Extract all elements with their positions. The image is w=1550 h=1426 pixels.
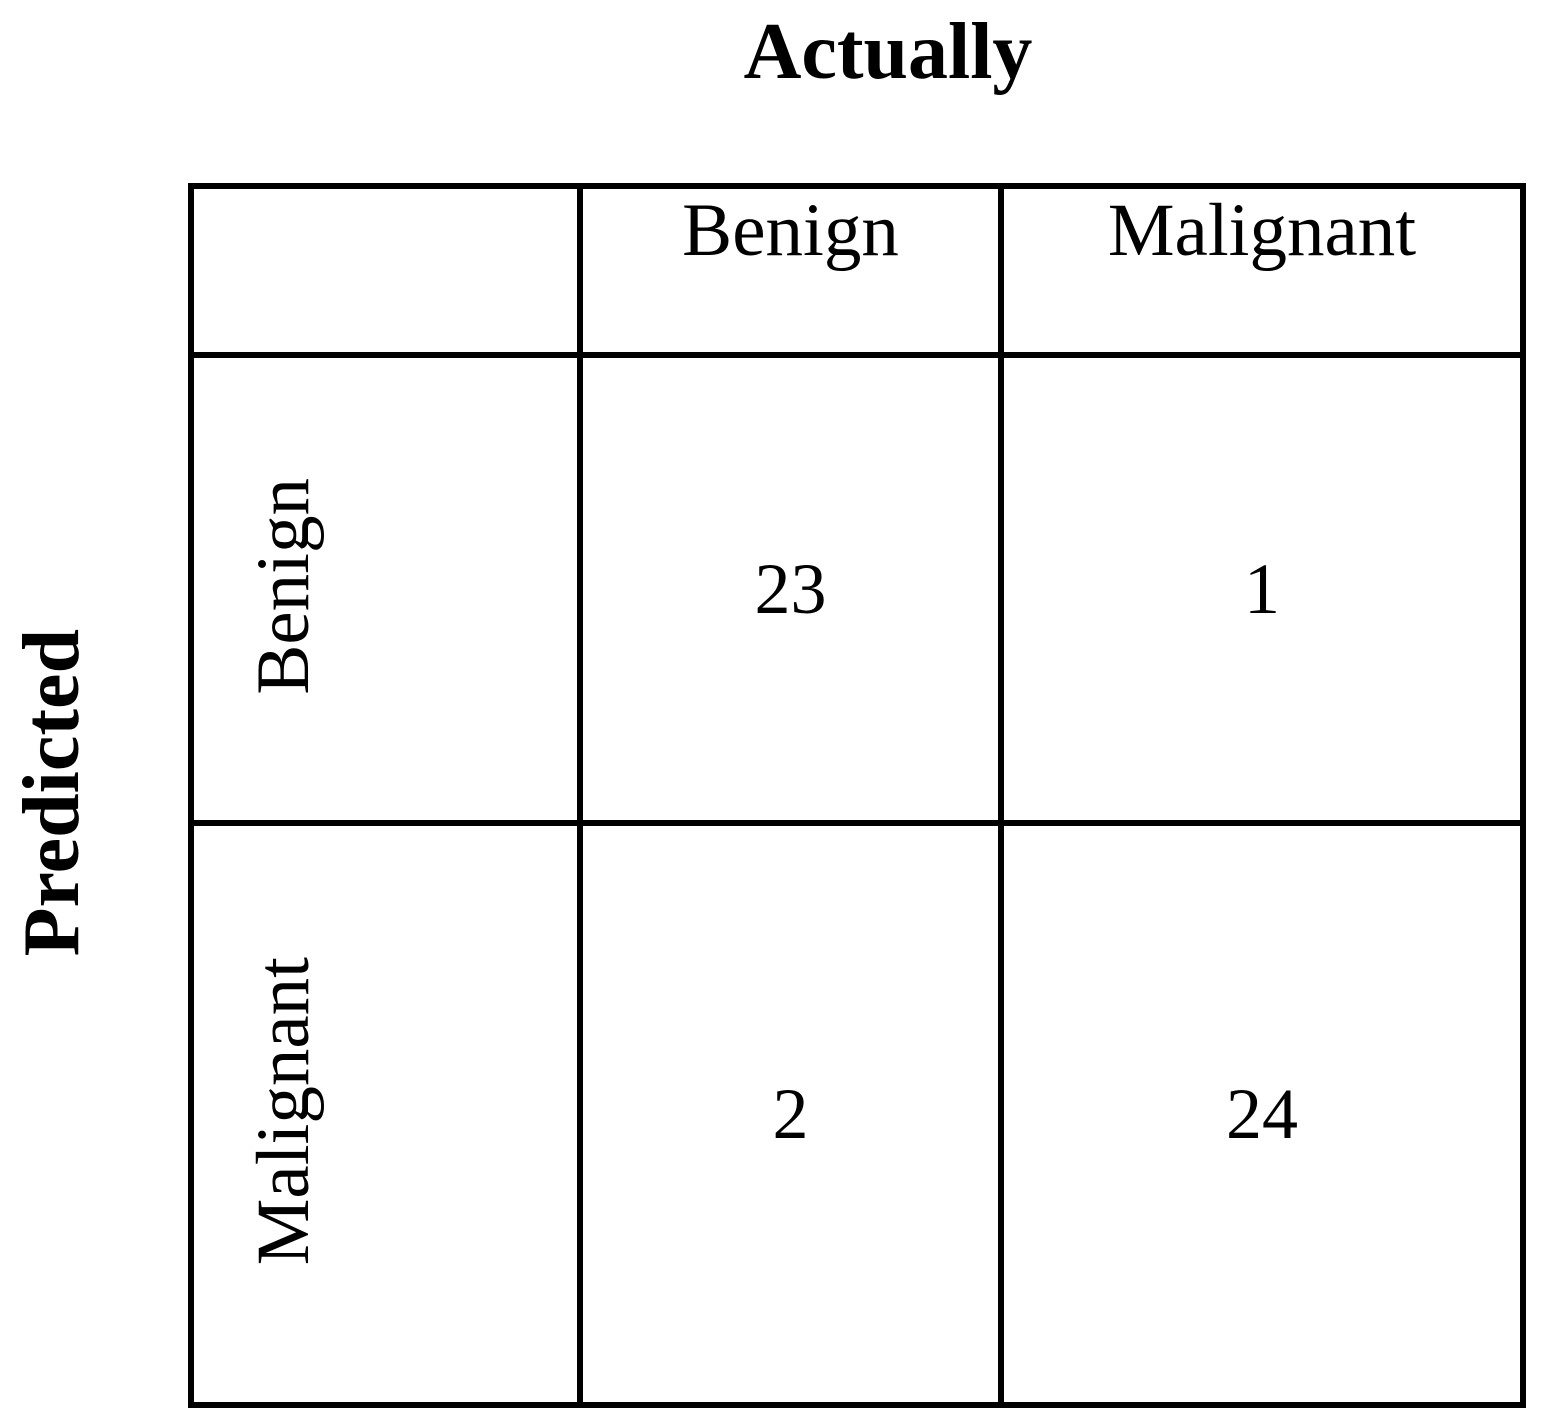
row-header-predicted-malignant-label: Malignant xyxy=(242,957,325,1266)
row-predicted-malignant: Malignant 2 24 xyxy=(188,820,1526,1408)
col-header-actual-benign: Benign xyxy=(577,183,1004,358)
confusion-matrix-table: Benign Malignant Benign 23 1 Malignant 2… xyxy=(188,183,1526,1408)
corner-cell xyxy=(188,183,583,358)
row-axis-title-gutter: Predicted xyxy=(0,183,104,1402)
cell-pred-malignant-act-malignant: 24 xyxy=(998,820,1526,1408)
cell-pred-benign-act-malignant: 1 xyxy=(998,352,1526,826)
row-header-predicted-benign: Benign xyxy=(188,352,583,826)
row-header-predicted-benign-label: Benign xyxy=(242,478,325,695)
col-header-actual-malignant: Malignant xyxy=(998,183,1526,358)
row-axis-title: Predicted xyxy=(7,628,96,957)
cell-pred-malignant-act-benign: 2 xyxy=(577,820,1004,1408)
header-row: Benign Malignant xyxy=(188,183,1526,358)
cell-pred-benign-act-benign: 23 xyxy=(577,352,1004,826)
column-axis-title: Actually xyxy=(743,8,1033,96)
row-header-predicted-malignant: Malignant xyxy=(188,820,583,1408)
row-predicted-benign: Benign 23 1 xyxy=(188,352,1526,826)
